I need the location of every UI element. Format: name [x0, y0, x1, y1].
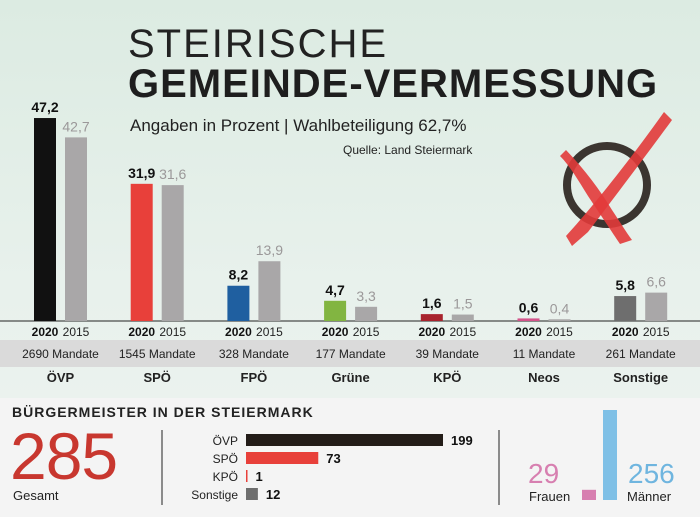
party-label: Grüne	[331, 370, 369, 385]
bar-2015	[548, 319, 571, 321]
mandate-label: 39 Mandate	[416, 347, 480, 361]
value-label-2020: 5,8	[615, 277, 635, 293]
mayor-value: 73	[326, 451, 340, 466]
value-label-2020: 0,6	[519, 299, 539, 315]
year-label-2015: 2015	[63, 325, 90, 339]
women-label: Frauen	[529, 489, 571, 504]
value-label-2015: 6,6	[646, 274, 666, 290]
year-label-2015: 2015	[353, 325, 380, 339]
mayor-heading: BÜRGERMEISTER IN DER STEIERMARK	[12, 404, 314, 420]
mayor-bar	[246, 434, 443, 446]
year-label-2015: 2015	[546, 325, 573, 339]
mandate-label: 2690 Mandate	[22, 347, 99, 361]
mandate-label: 261 Mandate	[606, 347, 676, 361]
mayor-value: 12	[266, 487, 280, 502]
women-count: 29	[528, 458, 560, 489]
men-count: 256	[628, 458, 675, 489]
bar-2020	[324, 300, 347, 321]
bar-2020	[130, 183, 153, 321]
mayor-total-label: Gesamt	[13, 488, 59, 503]
mayor-party-label: KPÖ	[213, 470, 238, 484]
year-label-2020: 2020	[225, 325, 252, 339]
mandate-strip	[0, 340, 700, 367]
year-label-2015: 2015	[449, 325, 476, 339]
bar-2020	[420, 314, 443, 321]
gender-bar	[603, 410, 617, 500]
party-label: Neos	[528, 370, 560, 385]
bar-2015	[258, 261, 281, 321]
year-label-2020: 2020	[418, 325, 445, 339]
bar-2015	[355, 306, 378, 321]
value-label-2015: 1,5	[453, 296, 473, 312]
value-label-2015: 31,6	[159, 166, 186, 182]
year-label-2015: 2015	[256, 325, 283, 339]
party-label: Sonstige	[613, 370, 668, 385]
value-label-2015: 3,3	[356, 288, 376, 304]
party-label: KPÖ	[433, 370, 461, 385]
year-label-2020: 2020	[322, 325, 349, 339]
mayor-bar	[246, 470, 248, 482]
mandate-label: 1545 Mandate	[119, 347, 196, 361]
ballot-cross-stroke-b	[566, 112, 672, 246]
mayor-bar	[246, 452, 319, 464]
year-label-2020: 2020	[515, 325, 542, 339]
bar-2015	[161, 185, 184, 321]
mayor-value: 1	[256, 469, 263, 484]
year-label-2015: 2015	[159, 325, 186, 339]
mayor-value: 199	[451, 433, 473, 448]
men-label: Männer	[627, 489, 672, 504]
bar-2020	[517, 318, 540, 321]
year-label-2015: 2015	[643, 325, 670, 339]
year-label-2020: 2020	[128, 325, 155, 339]
mandate-label: 11 Mandate	[513, 347, 576, 361]
party-label: ÖVP	[47, 370, 75, 385]
party-label: SPÖ	[143, 370, 170, 385]
value-label-2015: 0,4	[550, 300, 570, 316]
title-line-2: GEMEINDE-VERMESSUNG	[128, 62, 659, 106]
mayor-party-label: SPÖ	[213, 452, 238, 466]
value-label-2020: 8,2	[229, 267, 249, 283]
source-note: Quelle: Land Steiermark	[343, 143, 473, 157]
gender-bar	[582, 489, 596, 500]
ballot-cross-stroke-a	[560, 150, 632, 244]
bar-2020	[34, 118, 56, 321]
mayor-party-label: ÖVP	[213, 434, 238, 448]
bar-2015	[65, 137, 87, 321]
bar-2015	[451, 314, 474, 321]
value-label-2020: 1,6	[422, 295, 442, 311]
year-label-2020: 2020	[32, 325, 59, 339]
title-line-1: STEIRISCHE	[128, 22, 389, 66]
bar-2015	[645, 292, 668, 321]
bar-2020	[614, 296, 637, 321]
subtitle: Angaben in Prozent | Wahlbeteiligung 62,…	[130, 116, 467, 135]
bar-2020	[227, 285, 250, 321]
mandate-label: 328 Mandate	[219, 347, 289, 361]
mayor-party-label: Sonstige	[191, 488, 238, 502]
value-label-2020: 47,2	[31, 99, 58, 115]
mandate-label: 177 Mandate	[316, 347, 386, 361]
party-label: FPÖ	[241, 370, 268, 385]
year-label-2020: 2020	[612, 325, 639, 339]
mayor-bar	[246, 488, 258, 500]
value-label-2020: 31,9	[128, 165, 155, 181]
value-label-2020: 4,7	[325, 282, 345, 298]
value-label-2015: 13,9	[256, 242, 283, 258]
value-label-2015: 42,7	[62, 118, 89, 134]
mayor-total: 285	[10, 419, 118, 493]
